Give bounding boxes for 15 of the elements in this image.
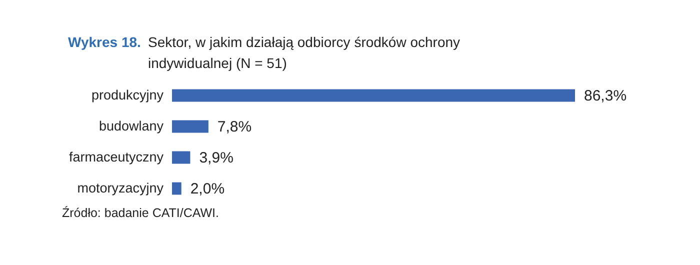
bar <box>172 182 182 195</box>
data-label: 3,9% <box>199 150 234 166</box>
y-tick-label: budowlany <box>98 118 164 134</box>
chart-title: Wykres 18. <box>68 34 141 50</box>
data-label: 86,3% <box>584 88 627 104</box>
y-tick-label: farmaceutyczny <box>68 150 164 164</box>
bar <box>172 120 208 133</box>
y-tick-label: motoryzacyjny <box>77 180 164 196</box>
bar <box>172 151 190 164</box>
chart-subtitle: Sektor, w jakim działają odbiorcy środków ochrony indywidualnej (N = 51) <box>148 34 460 71</box>
data-label: 2,0% <box>190 180 225 198</box>
bar <box>172 89 575 102</box>
y-tick-label: produkcyjny <box>91 88 164 102</box>
text: Źródło: badanie CATI/CAWI. <box>62 206 220 220</box>
data-label: 7,8% <box>217 118 252 136</box>
